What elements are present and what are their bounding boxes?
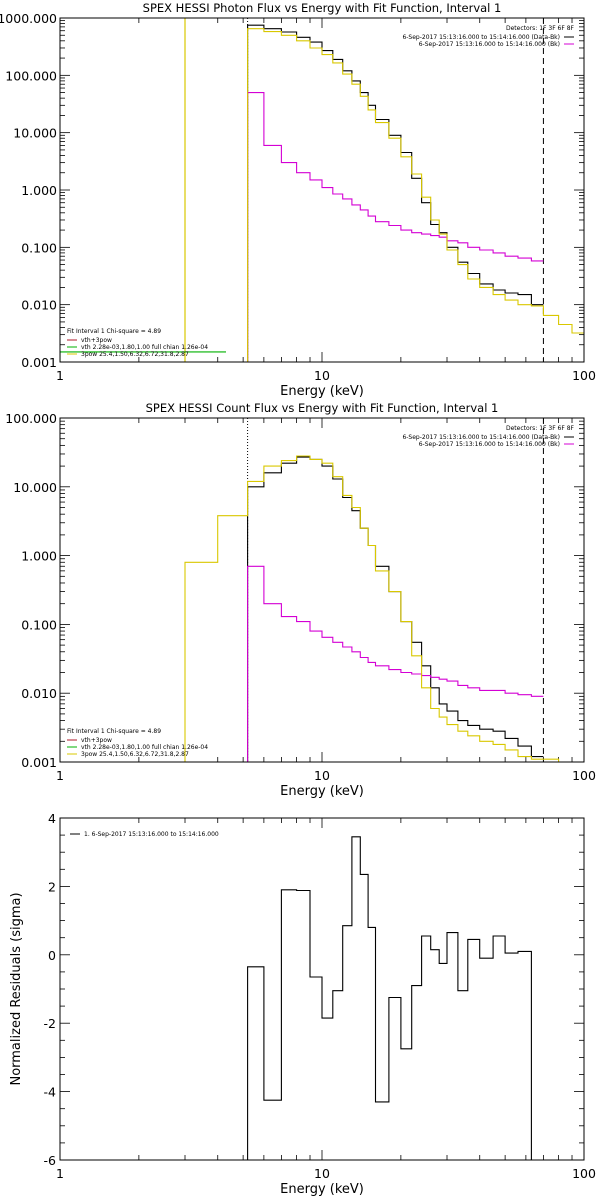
x-axis-label: Energy (keV) xyxy=(280,1182,364,1197)
legend-entry-label: 3pow 25.4,1.50,6.32,6.72,31.8,2.87 xyxy=(81,751,189,758)
x-axis-label: Energy (keV) xyxy=(280,784,364,799)
y-tick-label: 1.000 xyxy=(21,183,57,198)
legend-entry-label: 6-Sep-2017 15:13:16.000 to 15:14:16.000 … xyxy=(402,34,560,41)
y-tick-label: 0.010 xyxy=(21,298,57,313)
y-tick-label: 1000.000 xyxy=(0,11,57,26)
legend-entry-label: 6-Sep-2017 15:13:16.000 to 15:14:16.000 … xyxy=(419,441,560,448)
legend-entry-label: vth+3pow xyxy=(81,737,112,744)
legend-entry-label: vth+3pow xyxy=(81,337,112,344)
legend-entry-label: 1. 6-Sep-2017 15:13:16.000 to 15:14:16.0… xyxy=(84,831,219,838)
legend-entry-label: 3pow 25.4,1.50,6.32,6.72,31.8,2.87 xyxy=(81,351,189,358)
x-tick-label: 100 xyxy=(572,1166,596,1181)
x-tick-label: 10 xyxy=(314,368,330,383)
y-tick-label: 0.100 xyxy=(21,617,57,632)
y-tick-label: 1.000 xyxy=(21,549,57,564)
y-tick-label: -6 xyxy=(44,1153,57,1168)
series-line-0 xyxy=(247,456,544,762)
series-line-0 xyxy=(247,24,544,362)
y-tick-label: 0.001 xyxy=(21,355,57,370)
x-tick-label: 1 xyxy=(56,1166,64,1181)
plot-frame xyxy=(59,17,585,363)
series-line-2 xyxy=(247,28,584,362)
y-tick-label: 0 xyxy=(48,948,56,963)
y-tick-label: 4 xyxy=(48,811,56,826)
plot-frame xyxy=(59,817,585,1161)
y-tick-label: 100.000 xyxy=(5,68,57,83)
y-tick-label: 0.100 xyxy=(21,240,57,255)
y-tick-label: 0.010 xyxy=(21,686,57,701)
series-line-3 xyxy=(60,351,226,362)
series-line-1 xyxy=(247,92,544,362)
x-tick-label: 1 xyxy=(56,368,64,383)
x-tick-label: 1 xyxy=(56,768,64,783)
legend-header: Fit Interval 1 Chi-square = 4.89 xyxy=(67,328,161,335)
y-tick-label: -2 xyxy=(44,1016,56,1031)
y-tick-label: 2 xyxy=(48,879,56,894)
y-tick-label: 0.001 xyxy=(21,755,57,770)
x-tick-label: 10 xyxy=(314,1166,330,1181)
y-tick-label: 10.000 xyxy=(13,480,57,495)
plot-frame xyxy=(59,417,585,763)
chart-title: SPEX HESSI Count Flux vs Energy with Fit… xyxy=(146,401,499,415)
y-tick-label: 100.000 xyxy=(5,411,57,426)
x-tick-label: 100 xyxy=(572,368,596,383)
legend-header: Detectors: 1F 3F 6F 8F xyxy=(506,425,575,432)
legend-header: Detectors: 1F 3F 6F 8F xyxy=(506,25,575,32)
legend-entry-label: vth 2.28e-03,1.80,1.00 full chian 1.26e-… xyxy=(81,744,208,751)
y-tick-label: -4 xyxy=(44,1085,57,1100)
legend-entry-label: vth 2.28e-03,1.80,1.00 full chian 1.26e-… xyxy=(81,344,208,351)
x-tick-label: 100 xyxy=(572,768,596,783)
y-tick-label: 10.000 xyxy=(13,126,57,141)
x-tick-label: 10 xyxy=(314,768,330,783)
x-axis-label: Energy (keV) xyxy=(280,384,364,399)
series-line-1 xyxy=(247,565,544,762)
legend-header: Fit Interval 1 Chi-square = 4.89 xyxy=(67,728,161,735)
legend-entry-label: 6-Sep-2017 15:13:16.000 to 15:14:16.000 … xyxy=(419,41,560,48)
series-line-2 xyxy=(184,455,572,762)
y-axis-label: Normalized Residuals (sigma) xyxy=(9,892,24,1085)
series-line-0 xyxy=(247,836,544,1160)
chart-title: SPEX HESSI Photon Flux vs Energy with Fi… xyxy=(143,1,502,15)
legend-entry-label: 6-Sep-2017 15:13:16.000 to 15:14:16.000 … xyxy=(402,434,560,441)
